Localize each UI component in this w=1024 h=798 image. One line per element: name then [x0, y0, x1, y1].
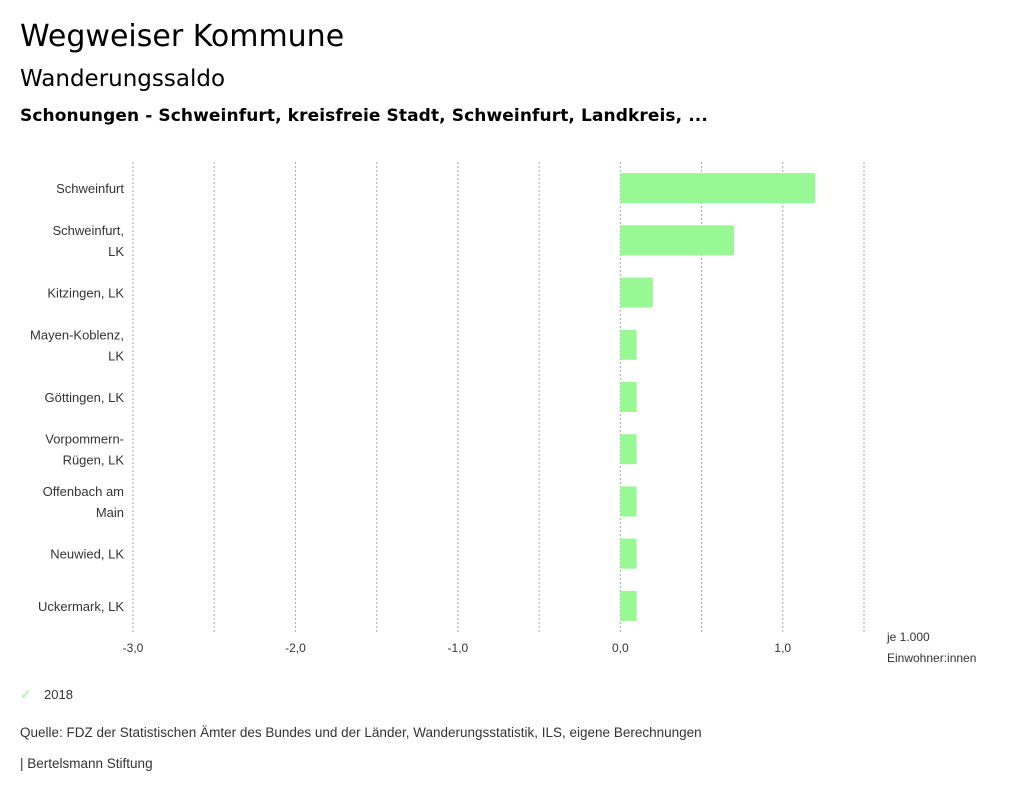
category-label-line: Uckermark, LK	[38, 599, 124, 614]
category-label: Schweinfurt	[56, 181, 124, 196]
category-label: Göttingen, LK	[45, 390, 125, 405]
brand-note: | Bertelsmann Stiftung	[20, 756, 153, 771]
x-tick-label: 0,0	[612, 641, 629, 655]
legend-label: 2018	[44, 687, 73, 702]
x-tick-label: -1,0	[448, 641, 469, 655]
category-label-line: Neuwied, LK	[50, 547, 124, 562]
category-label-line: Rügen, LK	[63, 453, 125, 468]
category-label-line: Main	[96, 505, 124, 520]
source-note: Quelle: FDZ der Statistischen Ämter des …	[20, 725, 702, 740]
category-label-line: Schweinfurt	[56, 181, 124, 196]
bar[interactable]	[620, 590, 637, 621]
x-tick-label: -3,0	[123, 641, 144, 655]
bar[interactable]	[620, 538, 637, 569]
gridlines	[132, 162, 865, 632]
bars	[620, 173, 816, 621]
category-label-line: Vorpommern-	[45, 432, 124, 447]
bar-chart: Schweinfurt Schweinfurt, LK Kitzingen, LK Ma…	[30, 162, 976, 665]
category-label-line: Offenbach am	[43, 484, 124, 499]
category-label-line: LK	[108, 348, 124, 363]
category-label: Vorpommern- Rügen, LK	[45, 432, 124, 468]
category-label: Neuwied, LK	[50, 547, 124, 562]
bar[interactable]	[620, 434, 637, 465]
legend[interactable]: ✓ 2018	[20, 686, 73, 703]
category-label-line: Mayen-Koblenz,	[30, 327, 124, 342]
category-label-line: Göttingen, LK	[45, 390, 125, 405]
bar[interactable]	[620, 277, 653, 308]
bar[interactable]	[620, 329, 637, 360]
category-label: Schweinfurt, LK	[52, 223, 124, 259]
x-axis-label: je 1.000 Einwohner:innen	[886, 630, 976, 665]
category-label: Kitzingen, LK	[47, 286, 124, 301]
bar[interactable]	[620, 173, 816, 204]
category-labels: Schweinfurt Schweinfurt, LK Kitzingen, LK Ma…	[30, 181, 124, 614]
bar[interactable]	[620, 382, 637, 412]
category-label: Mayen-Koblenz, LK	[30, 327, 124, 363]
bar[interactable]	[620, 225, 735, 256]
region-selection: Schonungen - Schweinfurt, kreisfreie Sta…	[20, 106, 708, 126]
x-tick-label: 1,0	[774, 641, 791, 655]
category-label-line: LK	[108, 244, 124, 259]
check-icon[interactable]: ✓	[20, 686, 32, 702]
page-title: Wegweiser Kommune	[20, 19, 345, 54]
x-axis-label-line: Einwohner:innen	[887, 651, 976, 665]
x-tick-labels: -3,0 -2,0 -1,0 0,0 1,0	[123, 641, 792, 655]
chart-subtitle: Wanderungssaldo	[20, 66, 226, 92]
category-label: Offenbach am Main	[43, 484, 124, 520]
category-label-line: Kitzingen, LK	[47, 286, 124, 301]
category-label-line: Schweinfurt,	[52, 223, 124, 238]
x-tick-label: -2,0	[285, 641, 306, 655]
bar[interactable]	[620, 486, 637, 517]
category-label: Uckermark, LK	[38, 599, 124, 614]
x-axis-label-line: je 1.000	[886, 630, 930, 644]
